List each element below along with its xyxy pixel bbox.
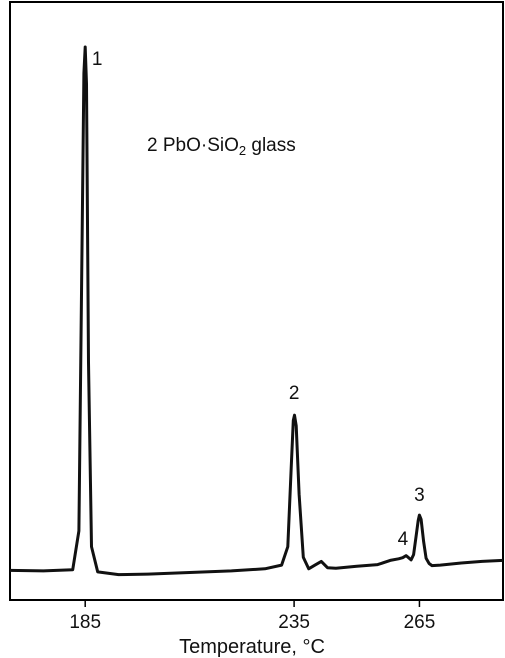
peak-label-4: 4	[398, 529, 409, 550]
series-layer	[9, 45, 504, 577]
x-axis-title: Temperature, °C	[179, 636, 325, 658]
peak-label-3: 3	[414, 485, 425, 506]
series-line-0	[9, 45, 504, 577]
peak-label-2: 2	[289, 383, 300, 404]
x-tick-label: 235	[278, 612, 310, 633]
x-tick-label: 265	[404, 612, 436, 633]
x-axis-ticks: 185 235 265	[69, 600, 435, 633]
chart-annotation: 2 PbO·SiO2 glass	[147, 135, 296, 158]
peak-label-1: 1	[92, 49, 103, 70]
peak-labels: 1 2 3 4	[92, 49, 425, 550]
x-tick-label: 185	[69, 612, 101, 633]
annotation-subscript: 2	[239, 143, 246, 158]
